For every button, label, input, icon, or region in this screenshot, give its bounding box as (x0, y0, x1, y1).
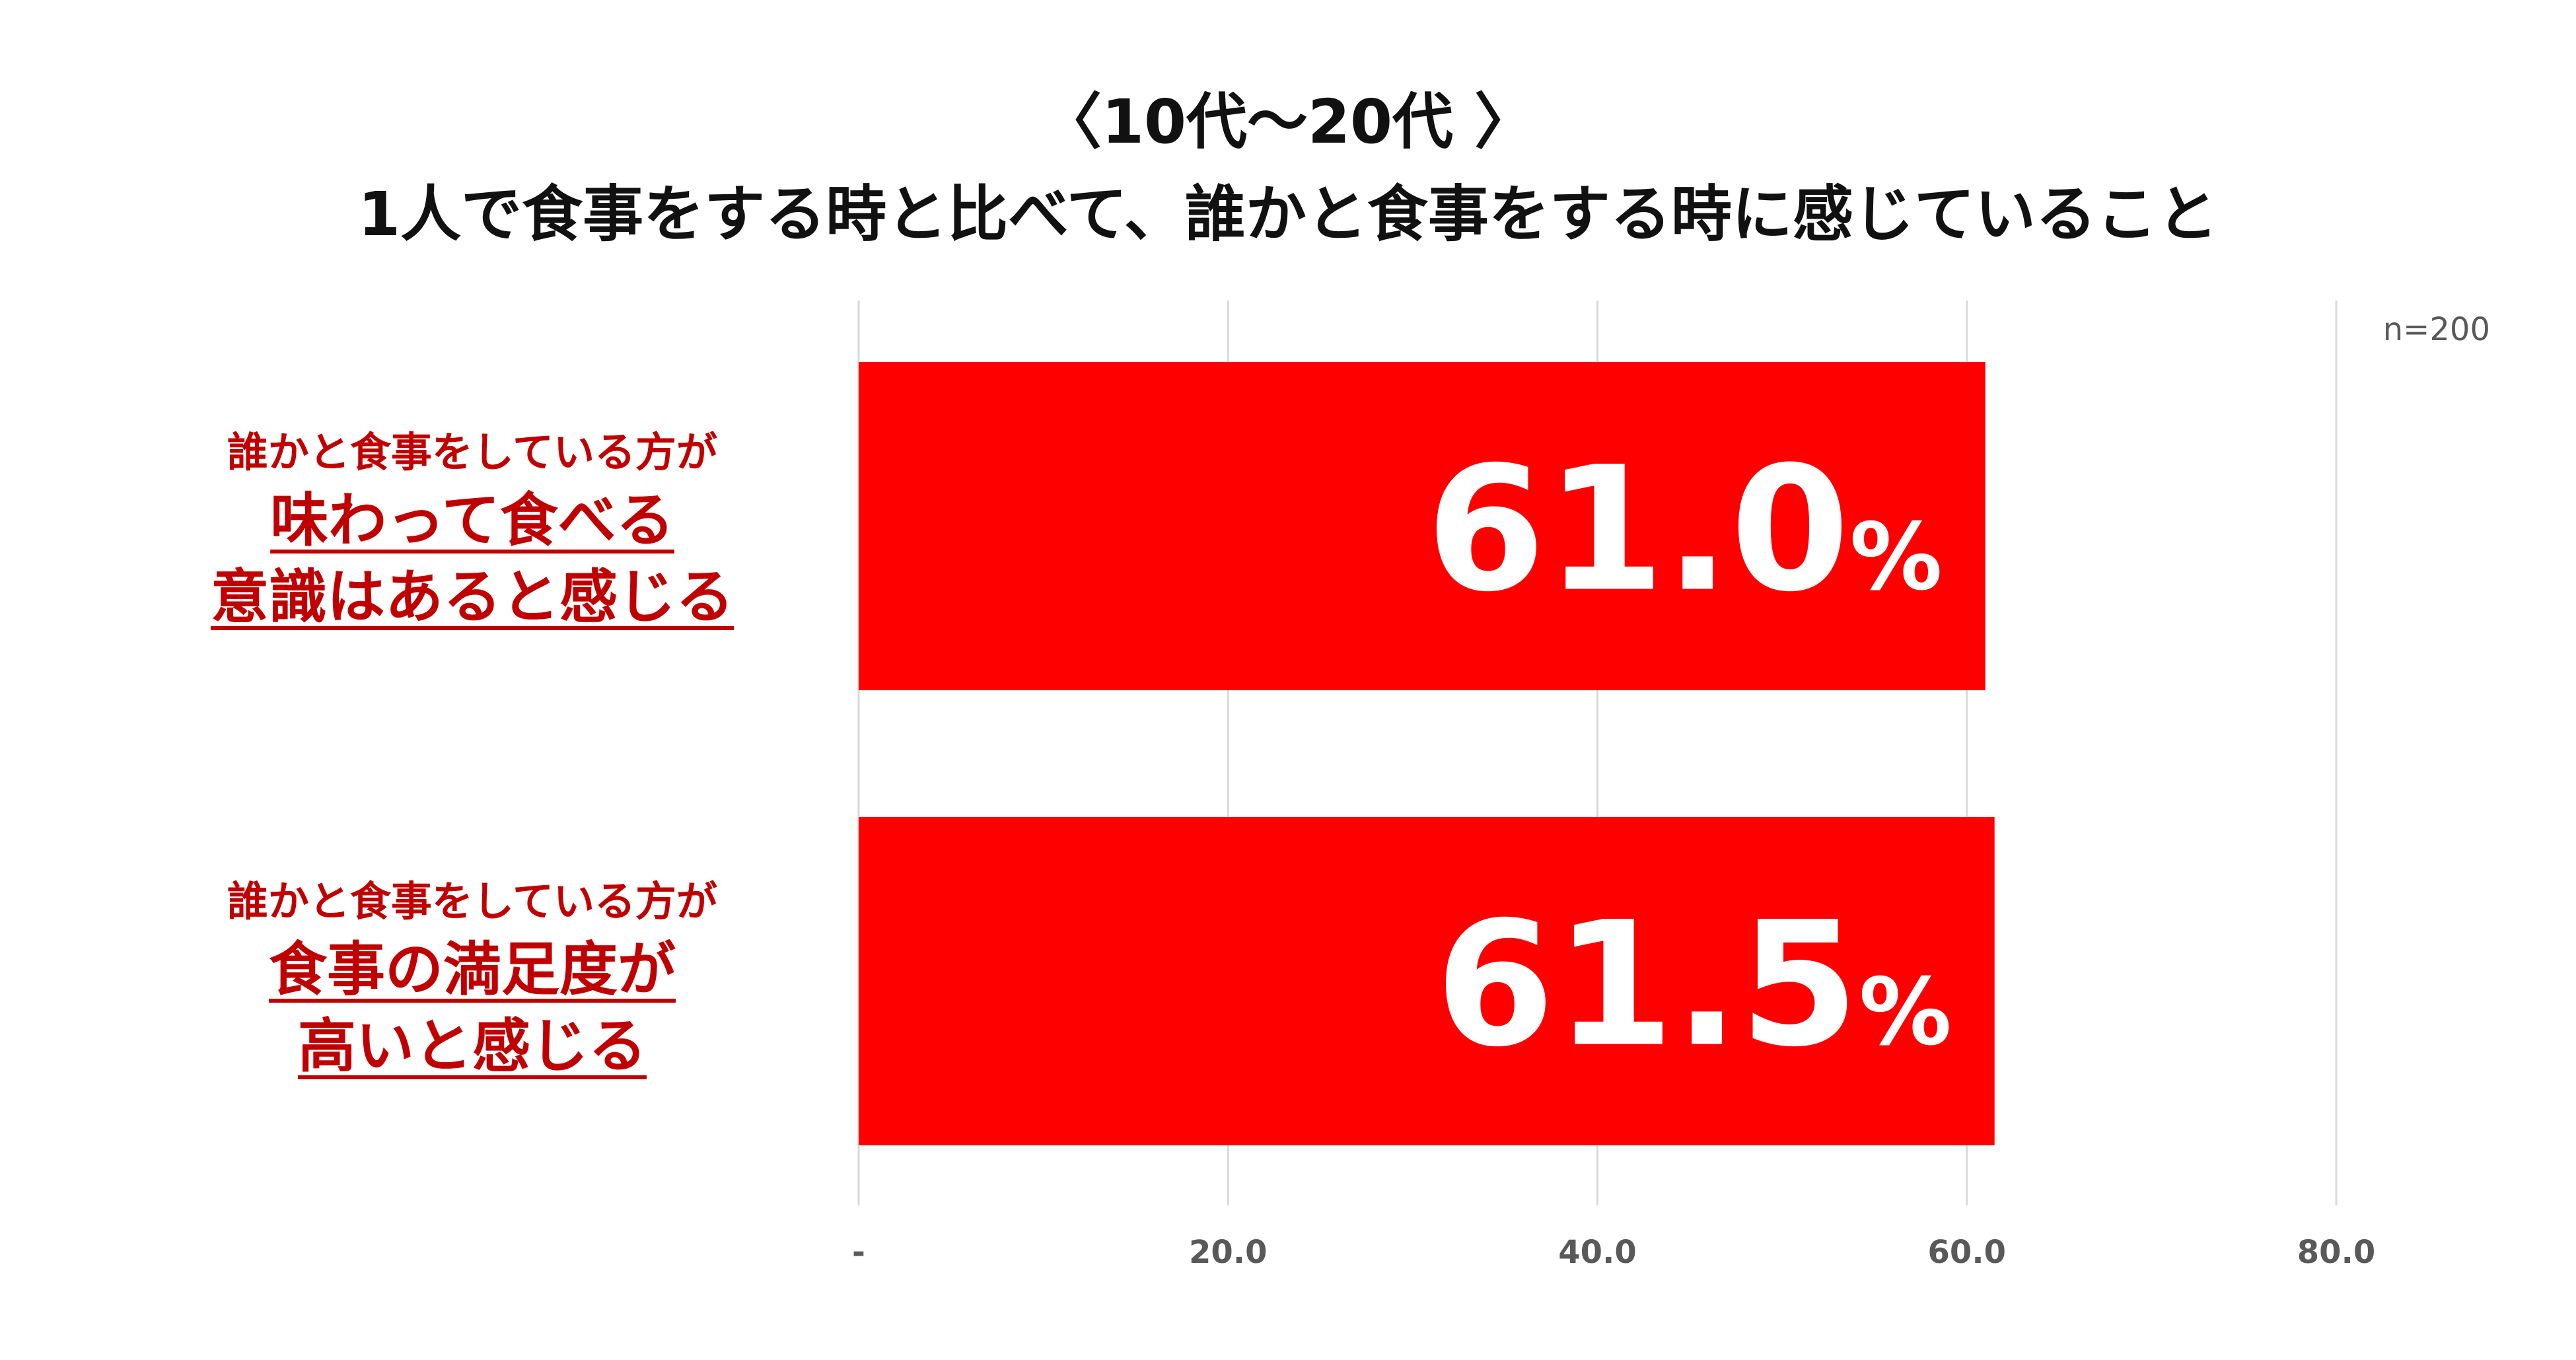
category-label-1-big-2: 高いと感じる (297, 1012, 647, 1080)
bar-1 (859, 817, 1995, 1145)
category-label-1: 誰かと食事をしている方が 食事の満足度が 高いと感じる (132, 872, 812, 1085)
bar-0 (859, 362, 1986, 690)
chart-title-line1: 〈10代〜20代 〉 (1040, 87, 1536, 157)
category-label-0-big-1: 味わって食べる (270, 486, 674, 554)
x-tick-label-1: 20.0 (1189, 1234, 1267, 1271)
bar-value-label-0: 61.0% (1426, 431, 1943, 630)
bar-value-label-1: 61.5% (1435, 886, 1952, 1085)
x-tick-label-0: - (852, 1234, 865, 1271)
sample-size-note: n=200 (2383, 311, 2490, 348)
category-label-0-big-2: 意識はあると感じる (210, 563, 734, 631)
category-label-0: 誰かと食事をしている方が 味わって食べる 意識はあると感じる (132, 423, 812, 635)
x-tick-label-2: 40.0 (1558, 1234, 1636, 1271)
chart-title-line2: 1人で食事をする時と比べて、誰かと食事をする時に感じていること (358, 179, 2218, 250)
category-label-0-small: 誰かと食事をしている方が (227, 428, 718, 476)
x-tick-label-3: 60.0 (1928, 1234, 2006, 1271)
category-label-1-small: 誰かと食事をしている方が (227, 877, 718, 925)
x-tick-label-4: 80.0 (2297, 1234, 2375, 1271)
category-label-1-big-1: 食事の満足度が (268, 935, 676, 1003)
